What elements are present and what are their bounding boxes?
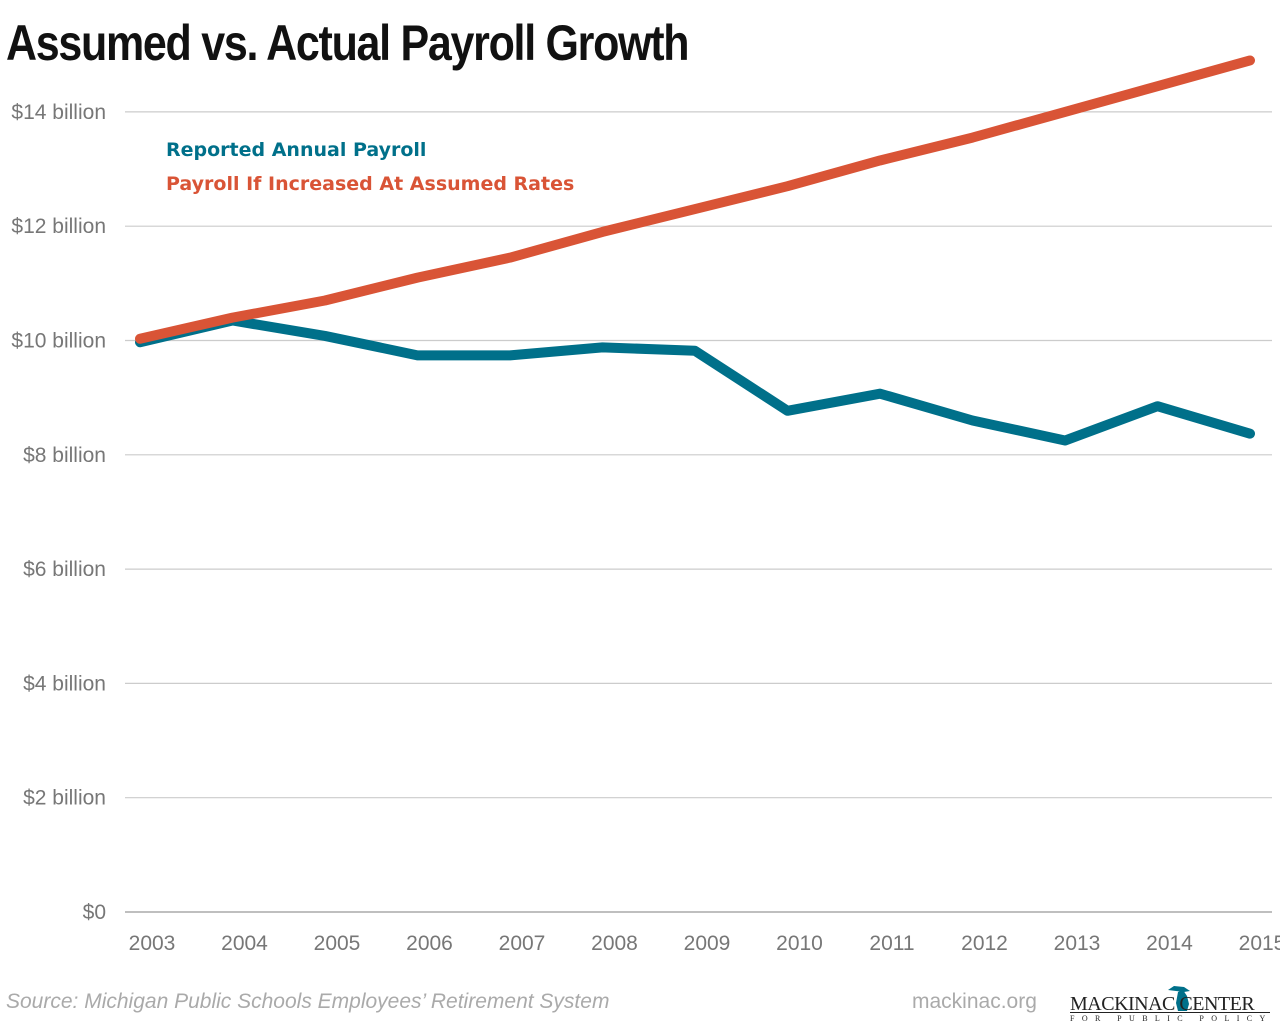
x-tick-label: 2007 bbox=[499, 932, 546, 955]
x-tick-label: 2009 bbox=[684, 932, 731, 955]
x-tick-label: 2003 bbox=[129, 932, 176, 955]
logo-text: MACKINAC CENTER bbox=[1070, 993, 1255, 1015]
mackinac-center-logo: MACKINAC CENTER FOR PUBLIC POLICY bbox=[1068, 980, 1274, 1024]
chart-title: Assumed vs. Actual Payroll Growth bbox=[6, 15, 690, 71]
y-tick-label: $6 billion bbox=[23, 558, 106, 581]
x-tick-label: 2008 bbox=[591, 932, 638, 955]
y-tick-label: $8 billion bbox=[23, 444, 106, 467]
x-tick-label: 2005 bbox=[314, 932, 361, 955]
x-tick-label: 2014 bbox=[1146, 932, 1193, 955]
y-tick-label: $10 billion bbox=[11, 330, 106, 353]
site-url: mackinac.org bbox=[912, 990, 1037, 1013]
series-line-reported bbox=[135, 315, 1255, 446]
logo-subtext: FOR PUBLIC POLICY bbox=[1070, 1014, 1273, 1023]
y-tick-label: $12 billion bbox=[11, 215, 106, 238]
x-tick-label: 2011 bbox=[869, 932, 914, 955]
michigan-icon bbox=[1168, 986, 1190, 1011]
legend-entry: Payroll If Increased At Assumed Rates bbox=[166, 173, 574, 195]
source-note: Source: Michigan Public Schools Employee… bbox=[6, 990, 610, 1013]
x-tick-label: 2012 bbox=[961, 932, 1008, 955]
x-tick-label: 2004 bbox=[221, 932, 268, 955]
series-line-assumed bbox=[135, 55, 1255, 344]
x-tick-label: 2010 bbox=[776, 932, 823, 955]
legend-entry: Reported Annual Payroll bbox=[166, 139, 426, 161]
x-tick-label: 2015 bbox=[1239, 932, 1280, 955]
y-tick-label: $4 billion bbox=[23, 672, 106, 695]
logo-rule bbox=[1070, 1012, 1270, 1013]
y-tick-label: $2 billion bbox=[23, 787, 106, 810]
y-tick-label: $0 bbox=[83, 901, 106, 924]
x-tick-label: 2006 bbox=[406, 932, 453, 955]
x-tick-label: 2013 bbox=[1054, 932, 1101, 955]
y-tick-label: $14 billion bbox=[11, 101, 106, 124]
